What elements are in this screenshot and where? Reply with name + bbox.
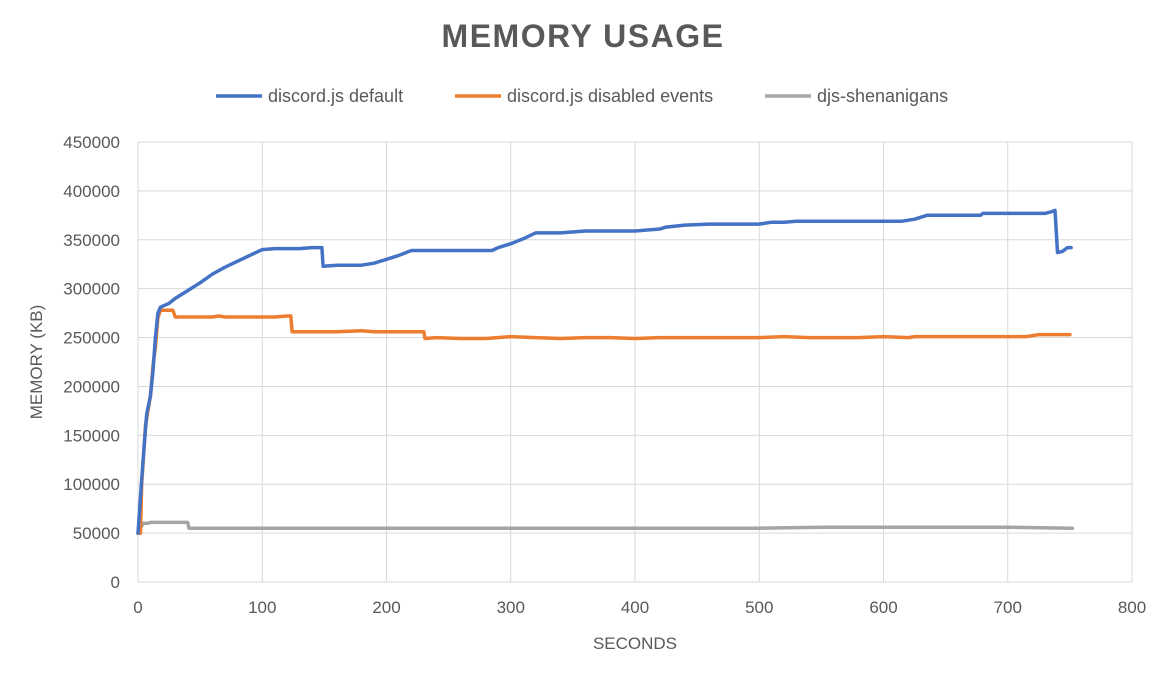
y-tick-label: 450000 xyxy=(63,133,120,152)
x-tick-label: 800 xyxy=(1118,598,1146,617)
legend-label-1: discord.js disabled events xyxy=(507,86,713,106)
y-tick-label: 150000 xyxy=(63,426,120,445)
legend-label-2: djs-shenanigans xyxy=(817,86,948,106)
y-tick-label: 100000 xyxy=(63,475,120,494)
y-tick-label: 50000 xyxy=(73,524,120,543)
x-tick-label: 0 xyxy=(133,598,142,617)
x-tick-label: 500 xyxy=(745,598,773,617)
y-axis-label: MEMORY (KB) xyxy=(27,305,46,420)
series-line-1 xyxy=(136,308,1072,535)
y-tick-label: 350000 xyxy=(63,231,120,250)
series-line-2 xyxy=(136,520,1075,535)
y-tick-label: 300000 xyxy=(63,280,120,299)
series-line-0 xyxy=(136,208,1073,535)
y-tick-label: 200000 xyxy=(63,377,120,396)
x-tick-label: 600 xyxy=(869,598,897,617)
y-tick-label: 250000 xyxy=(63,329,120,348)
x-tick-label: 100 xyxy=(248,598,276,617)
chart-title: MEMORY USAGE xyxy=(442,18,725,54)
y-tick-label: 400000 xyxy=(63,182,120,201)
y-tick-label: 0 xyxy=(111,573,120,592)
x-tick-label: 400 xyxy=(621,598,649,617)
legend-label-0: discord.js default xyxy=(268,86,403,106)
x-tick-label: 300 xyxy=(497,598,525,617)
x-tick-label: 700 xyxy=(994,598,1022,617)
x-tick-label: 200 xyxy=(372,598,400,617)
x-axis-label: SECONDS xyxy=(593,634,677,653)
